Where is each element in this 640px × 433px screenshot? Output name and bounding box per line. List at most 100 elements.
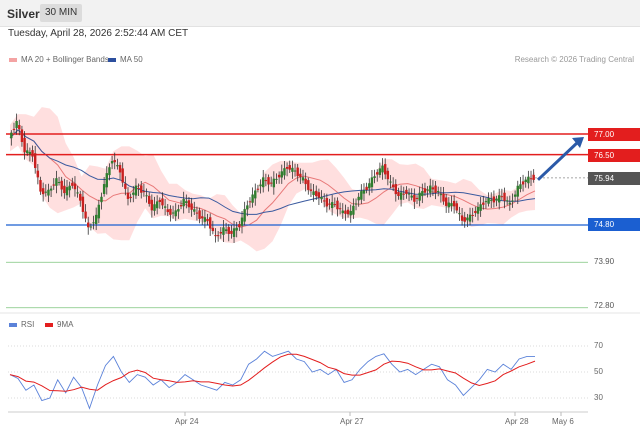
candle-body [426, 189, 429, 191]
candle-body [73, 183, 77, 190]
candle-body [97, 204, 101, 219]
last-price-label: 75.94 [588, 172, 640, 185]
candle-body [463, 217, 466, 222]
rsi-line [9, 350, 535, 410]
candle-body [108, 167, 111, 176]
candle-body [105, 173, 108, 188]
candle-body [208, 217, 212, 229]
candle-body [52, 184, 55, 186]
candle-body [254, 190, 257, 199]
candle-body [240, 217, 244, 226]
candle-body [500, 196, 504, 198]
candle-body [224, 229, 228, 232]
candle-body [285, 167, 289, 169]
candle-body [211, 227, 215, 232]
candle-body [264, 180, 268, 182]
candle-body [169, 208, 172, 215]
candle-body [137, 188, 140, 190]
candle-body [391, 184, 395, 188]
candle-body [31, 150, 34, 157]
date-label-apr27: Apr 27 [340, 417, 364, 426]
candle-body [190, 203, 193, 210]
candle-body [87, 222, 90, 228]
candle-body [148, 195, 151, 204]
candle-body [336, 200, 339, 210]
candle-body [118, 165, 122, 173]
support-1-label: 74.80 [588, 218, 640, 231]
candle-body [100, 196, 103, 203]
resistance-1-label: 76.50 [588, 149, 640, 162]
candle-body [142, 191, 146, 193]
candle-body [442, 193, 445, 202]
candle-body [508, 202, 512, 205]
candle-body [235, 227, 238, 231]
ma50-line [9, 129, 536, 215]
candle-body [256, 188, 260, 190]
candle-body [121, 168, 124, 183]
candle-body [352, 205, 355, 215]
rsi-swatch [9, 322, 17, 327]
candle-body [479, 204, 482, 211]
candle-body [378, 168, 382, 175]
candle-body [328, 203, 331, 205]
candle-body [492, 196, 496, 203]
candle-body [468, 214, 472, 222]
ma50-label: MA 50 [120, 55, 143, 64]
candle-body [126, 192, 130, 199]
candle-body [365, 186, 368, 191]
candle-body [140, 185, 143, 193]
candle-body [301, 177, 305, 181]
date-label-apr28: Apr 28 [505, 417, 529, 426]
candle-body [267, 177, 270, 185]
candle-body [323, 200, 326, 202]
candle-body [262, 177, 265, 188]
candle-body [55, 178, 58, 186]
candle-body [476, 206, 480, 214]
candle-body [68, 185, 71, 191]
candle-body [280, 171, 283, 178]
candle-body [94, 214, 98, 224]
candle-body [354, 203, 358, 205]
candle-body [81, 196, 85, 212]
candle-body [269, 182, 273, 184]
candle-body [529, 178, 533, 180]
timeframe-badge[interactable]: 30 MIN [40, 4, 83, 22]
chart-header: Silver 30 MIN [0, 0, 640, 27]
candle-body [49, 188, 53, 191]
candle-body [12, 128, 16, 130]
candle-body [368, 183, 371, 189]
candle-body [232, 228, 236, 237]
candle-body [312, 191, 315, 195]
candle-body [410, 195, 413, 198]
candle-body [415, 197, 419, 199]
candle-body [132, 192, 135, 195]
candle-body [110, 161, 114, 164]
candle-body [349, 210, 352, 216]
candle-body [272, 178, 276, 188]
candle-body [304, 178, 307, 185]
candle-body [315, 190, 318, 197]
candle-body [171, 212, 175, 214]
candle-body [325, 198, 329, 207]
candle-body [277, 174, 281, 178]
candle-body [113, 160, 116, 163]
candle-body [89, 226, 93, 228]
support-2-label: 73.90 [594, 257, 615, 266]
candle-body [484, 201, 488, 203]
candle-body [524, 179, 527, 183]
candle-body [222, 227, 225, 235]
candle-body [216, 235, 220, 237]
candle-body [251, 194, 254, 203]
candle-body [405, 189, 408, 194]
candle-body [201, 216, 204, 219]
candle-body [238, 224, 241, 228]
candle-body [516, 185, 519, 197]
candle-body [206, 218, 209, 222]
price-pane [0, 107, 640, 314]
candle-body [466, 217, 469, 221]
candle-body [182, 199, 185, 207]
candle-body [434, 185, 437, 193]
candle-body [65, 187, 69, 196]
candle-body [460, 215, 464, 221]
